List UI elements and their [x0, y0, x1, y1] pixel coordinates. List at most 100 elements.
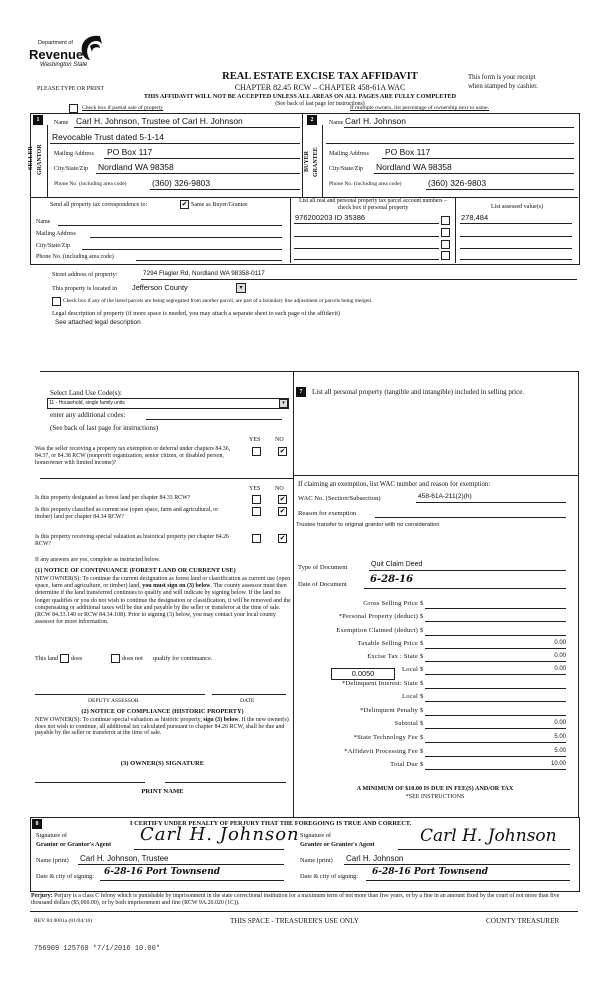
deputy-date-label: DATE	[240, 698, 255, 704]
q4-yes-checkbox[interactable]	[252, 534, 261, 543]
doc-date-field[interactable]: 6-28-16	[370, 574, 414, 585]
partial-sale-checkbox[interactable]	[69, 104, 78, 113]
tax-row-label: Local	[401, 693, 418, 700]
tax-row-field[interactable]	[425, 688, 566, 689]
tax-row-field[interactable]	[425, 674, 566, 675]
buyer-phone-field[interactable]: (360) 326-9803	[428, 178, 487, 188]
does-not-checkbox[interactable]	[111, 654, 120, 663]
tax-row-value: 5.00	[554, 734, 566, 740]
county-treasurer-label: COUNTY TREASURER	[486, 917, 560, 925]
additional-codes-field[interactable]	[146, 419, 282, 420]
form-subtitle: CHAPTER 82.45 RCW – CHAPTER 458-61A WAC	[234, 83, 406, 92]
buyer-city-field[interactable]: Nordland WA 98358	[376, 162, 452, 172]
grantor-signature[interactable]: Carl H. Johnson	[140, 824, 300, 845]
notice-2-text-b: . If the new owner(s) does not wish to c…	[35, 717, 289, 737]
doc-type-field[interactable]: Quit Claim Deed	[371, 561, 423, 568]
assessed-value-field[interactable]: 278,484	[461, 213, 489, 222]
reason-field[interactable]: Trustee transfer to original grantor wit…	[296, 522, 440, 528]
deputy-date-field[interactable]	[212, 694, 286, 695]
notice-1-text: NEW OWNER(S): To continue the current de…	[35, 576, 291, 626]
perjury-notice: Perjury: Perjury is a class C felony whi…	[31, 893, 579, 908]
tax-row-field[interactable]	[425, 701, 566, 702]
tax-row-field[interactable]	[425, 715, 566, 716]
owner-print-name-field[interactable]	[165, 782, 286, 783]
tax-row-field[interactable]	[425, 728, 566, 729]
q1-yes-checkbox[interactable]	[252, 447, 261, 456]
deputy-assessor-signature-field[interactable]	[35, 694, 205, 695]
street-field[interactable]: 7294 Flagler Rd, Nordland WA 98358-0117	[143, 270, 265, 277]
treasurer-use-label: THIS SPACE - TREASURER'S USE ONLY	[230, 917, 359, 925]
tax-row-field[interactable]	[425, 756, 566, 757]
q3-no-checkbox[interactable]: ✔	[278, 507, 287, 516]
q1-text: Was the seller receiving a property tax …	[35, 446, 231, 467]
q1-no-checkbox[interactable]: ✔	[278, 447, 287, 456]
tax-row-field[interactable]	[425, 621, 566, 622]
segregated-checkbox[interactable]	[52, 297, 61, 306]
county-select[interactable]: Jefferson County	[132, 283, 188, 292]
perjury-bold: Perjury:	[31, 893, 53, 899]
county-dropdown-arrow-icon[interactable]: ▾	[236, 283, 246, 293]
same-as-buyer-checkbox[interactable]: ✔	[180, 200, 189, 209]
see-instructions-note: *SEE INSTRUCTIONS	[405, 794, 465, 800]
buyer-mailing-field[interactable]: PO Box 117	[385, 147, 431, 157]
grantor-date-field[interactable]: 6-28-16 Port Townsend	[104, 867, 221, 877]
parcel-number-field[interactable]	[294, 259, 439, 260]
seller-name-field[interactable]: Carl H. Johnson, Trustee of Carl H. John…	[76, 116, 243, 126]
grantee-signature[interactable]: Carl H. Johnson	[420, 826, 557, 846]
grantee-date-field[interactable]: 6-28-16 Port Townsend	[372, 867, 489, 877]
minimum-due-note: A MINIMUM OF $10.00 IS DUE IN FEE(S) AND…	[356, 785, 514, 792]
buyer-phone-label: Phone No. (including area code)	[329, 181, 402, 187]
grantee-name-field[interactable]: Carl H. Johnson	[346, 854, 404, 863]
corr-mailing-field[interactable]	[90, 237, 282, 238]
tax-row-field[interactable]	[425, 635, 566, 636]
wac-field[interactable]: 458-61A-211(2)(h)	[418, 493, 472, 500]
perjury-text: Perjury is a class C felony which is pun…	[31, 893, 560, 907]
land-use-select[interactable]: 11 - Household, single family units ▾	[47, 398, 289, 409]
corr-phone-label: Phone No. (including area code)	[36, 254, 114, 260]
personal-property-checkbox[interactable]	[441, 251, 450, 260]
corr-city-field[interactable]	[82, 249, 282, 250]
does-checkbox[interactable]	[60, 654, 69, 663]
currency-symbol: $	[420, 613, 424, 620]
assessed-value-field[interactable]	[460, 259, 572, 260]
personal-property-checkbox[interactable]	[441, 216, 450, 225]
tax-row-value: 0.00	[554, 720, 566, 726]
land-use-dropdown-arrow-icon[interactable]: ▾	[279, 399, 288, 408]
does-not-label: does not	[122, 655, 143, 662]
grantor-name-field[interactable]: Carl H. Johnson, Trustee	[80, 854, 169, 863]
tax-row-field[interactable]	[425, 742, 566, 743]
owner-signature-field[interactable]	[35, 782, 145, 783]
q3-yes-checkbox[interactable]	[252, 507, 261, 516]
personal-property-checkbox[interactable]	[441, 228, 450, 237]
currency-symbol: $	[420, 627, 424, 634]
legal-description-field[interactable]: See attached legal description	[55, 319, 141, 326]
does-label: does	[71, 655, 83, 662]
q2-no-checkbox[interactable]: ✔	[278, 495, 287, 504]
seller-mailing-field[interactable]: PO Box 117	[107, 147, 153, 157]
tax-row-field[interactable]	[425, 769, 566, 770]
corr-name-field[interactable]	[58, 225, 282, 226]
assessed-value-field[interactable]	[460, 248, 572, 249]
q4-no-checkbox[interactable]: ✔	[278, 534, 287, 543]
q2-yes-checkbox[interactable]	[252, 495, 261, 504]
personal-property-checkbox[interactable]	[441, 240, 450, 249]
assessed-value-field[interactable]	[460, 236, 572, 237]
parcel-number-field[interactable]	[294, 248, 439, 249]
local-rate-field[interactable]: 0.0050	[331, 668, 395, 680]
seller-name-line2-field[interactable]: Revocable Trust dated 5-1-14	[52, 132, 164, 142]
tax-row-label: Exemption Claimed (deduct)	[336, 627, 418, 634]
seller-phone-field[interactable]: (360) 326-9803	[152, 178, 211, 188]
personal-property-label: List all personal property (tangible and…	[312, 388, 525, 396]
tax-row-field[interactable]	[425, 661, 566, 662]
parcel-number-field[interactable]: 976200203 ID 35386	[295, 213, 366, 222]
parcel-number-field[interactable]	[294, 236, 439, 237]
see-back-note: (See back of last page for instructions)	[275, 101, 365, 107]
legal-description-label: Legal description of property (if more s…	[52, 310, 340, 317]
tax-row-field[interactable]	[425, 648, 566, 649]
tax-row-field[interactable]	[425, 608, 566, 609]
seller-city-field[interactable]: Nordland WA 98358	[98, 162, 174, 172]
tax-row-label: *Personal Property (deduct)	[338, 613, 418, 620]
buyer-name-field[interactable]: Carl H. Johnson	[345, 116, 406, 126]
corr-phone-field[interactable]	[136, 260, 282, 261]
grantee-sig-label-1: Signature of	[300, 832, 331, 839]
